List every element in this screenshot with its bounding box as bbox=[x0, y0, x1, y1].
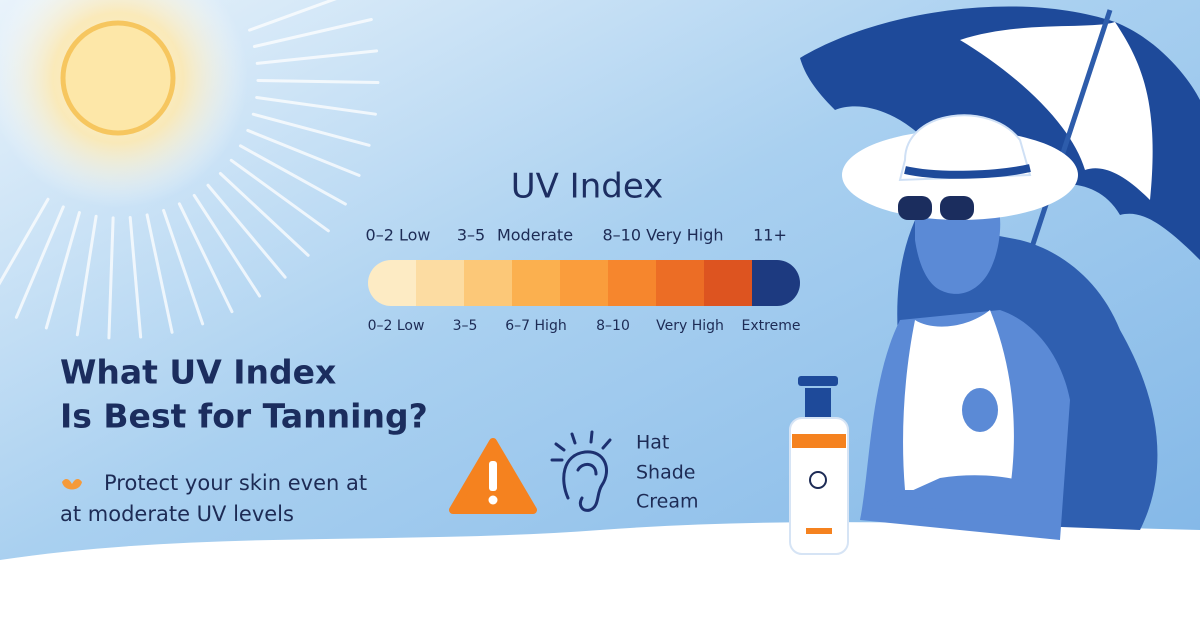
top-label: 0–2 Low bbox=[366, 226, 431, 245]
sunglass-lens bbox=[898, 196, 932, 220]
bottle-body bbox=[789, 417, 849, 555]
sun-ray bbox=[246, 128, 361, 177]
tip-text: Protect your skin even at bbox=[104, 471, 367, 495]
top bbox=[903, 310, 1014, 490]
ear-outline bbox=[562, 450, 608, 512]
headline: What UV Index bbox=[60, 353, 336, 392]
sun-ray bbox=[44, 211, 81, 330]
sun-rays bbox=[0, 0, 380, 340]
scale-segment bbox=[416, 260, 465, 306]
sun-ray bbox=[229, 158, 330, 233]
bottle-nozzle bbox=[798, 376, 838, 386]
sun-ray bbox=[162, 208, 205, 326]
warning-mark bbox=[489, 461, 497, 491]
sun-ray bbox=[75, 214, 98, 337]
bottom-label: 0–2 Low bbox=[368, 318, 425, 334]
scale-segment bbox=[560, 260, 609, 306]
bottle-tag bbox=[806, 528, 832, 534]
checklist-item: Cream bbox=[636, 491, 699, 513]
warning-dot bbox=[488, 495, 498, 505]
scale-segment bbox=[752, 260, 800, 306]
sun-ray bbox=[145, 213, 174, 334]
checklist-item: Shade bbox=[636, 462, 696, 484]
sun-ray bbox=[248, 0, 337, 32]
bottom-label: Extreme bbox=[742, 318, 801, 334]
tip-icon bbox=[62, 478, 82, 490]
ground bbox=[0, 522, 1200, 628]
sun-ray bbox=[255, 95, 377, 116]
sun-ray bbox=[14, 205, 65, 319]
scale-segments bbox=[368, 260, 800, 306]
bottom-label: 6–7 High bbox=[505, 318, 566, 334]
bottle-pump bbox=[805, 388, 831, 420]
woman bbox=[842, 114, 1158, 540]
sun-ray bbox=[107, 216, 115, 340]
scale-segment bbox=[704, 260, 753, 306]
sun-ray bbox=[252, 18, 373, 49]
sun-ray bbox=[177, 202, 234, 314]
bottle-sun bbox=[809, 471, 827, 489]
sun-ray bbox=[218, 171, 310, 257]
tip-text: at moderate UV levels bbox=[60, 502, 294, 526]
sun bbox=[60, 20, 176, 136]
ear-rays bbox=[550, 430, 612, 462]
bottle-label-band bbox=[792, 434, 846, 448]
hat-band bbox=[904, 164, 1031, 179]
scale-segment bbox=[608, 260, 657, 306]
scale-segment bbox=[368, 260, 417, 306]
hat-crown bbox=[898, 114, 1032, 182]
sunglass-lens bbox=[940, 196, 974, 220]
arm bbox=[880, 475, 1060, 516]
uv-scale-bar bbox=[368, 260, 800, 306]
ear-inner bbox=[576, 463, 598, 476]
top-label: 11+ bbox=[753, 226, 787, 245]
bottom-label: 3–5 bbox=[453, 318, 478, 334]
top-label: 8–10 Very High bbox=[602, 226, 723, 245]
sun-ray bbox=[251, 112, 371, 147]
checklist-item: Hat bbox=[636, 432, 669, 454]
bottom-label: Very High bbox=[656, 318, 724, 334]
sun-ray bbox=[0, 197, 50, 286]
sun-ray bbox=[255, 49, 379, 65]
scale-segment bbox=[464, 260, 513, 306]
sun-ray bbox=[192, 193, 262, 298]
scale-title: UV Index bbox=[511, 167, 664, 207]
sunscreen-bottle bbox=[789, 376, 849, 555]
top-label: Moderate bbox=[497, 226, 573, 245]
sun-ray bbox=[128, 215, 143, 339]
top-label: 3–5 bbox=[457, 226, 485, 245]
sun-ray bbox=[256, 78, 380, 85]
headline: Is Best for Tanning? bbox=[60, 397, 428, 436]
hand bbox=[962, 388, 998, 432]
scale-segment bbox=[656, 260, 705, 306]
sun-ray bbox=[206, 183, 287, 279]
bottom-label: 8–10 bbox=[596, 318, 630, 334]
ear-icon bbox=[550, 430, 612, 512]
sun-ray bbox=[238, 144, 347, 206]
umbrella-panel bbox=[960, 22, 1153, 200]
scale-segment bbox=[512, 260, 561, 306]
